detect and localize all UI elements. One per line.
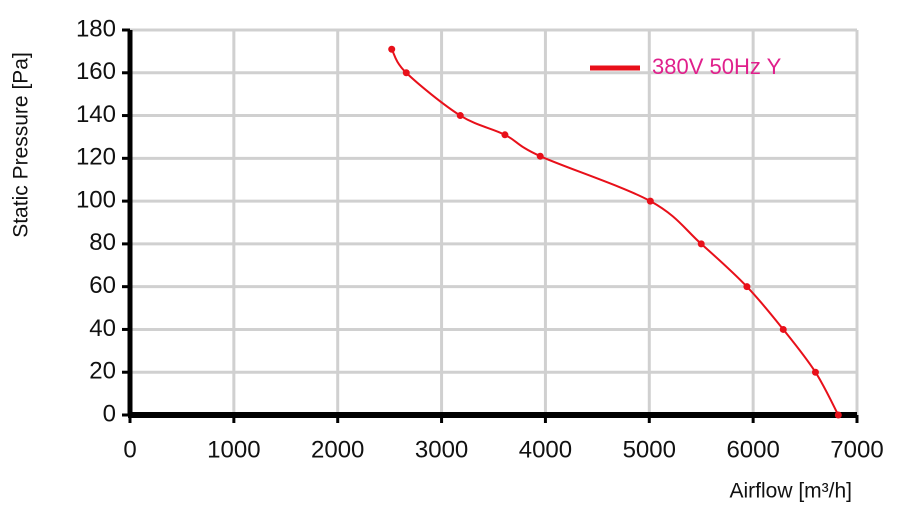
x-tick-label: 2000	[311, 436, 364, 463]
y-tick-label: 40	[89, 315, 116, 342]
y-tick-label: 0	[103, 400, 116, 427]
y-tick-label: 120	[76, 144, 116, 171]
legend-label: 380V 50Hz Y	[652, 54, 782, 79]
series-line	[390, 48, 840, 416]
point	[779, 325, 787, 333]
y-tick-label: 60	[89, 272, 116, 299]
point	[697, 240, 705, 248]
point	[388, 45, 396, 53]
x-tick-label: 0	[123, 436, 136, 463]
y-axis-label: Static Pressure [Pa]	[10, 52, 33, 238]
point	[834, 411, 842, 419]
x-tick-label: 7000	[830, 436, 883, 463]
x-tick-label: 5000	[623, 436, 676, 463]
point	[402, 69, 410, 77]
point	[811, 368, 819, 376]
y-tick-label: 140	[76, 101, 116, 128]
point	[743, 283, 751, 291]
x-tick-label: 4000	[519, 436, 572, 463]
y-tick-label: 80	[89, 229, 116, 256]
x-tick-label: 3000	[415, 436, 468, 463]
point	[536, 152, 544, 160]
point	[646, 197, 654, 205]
x-axis-label: Airflow [m³/h]	[729, 480, 852, 503]
point	[456, 112, 464, 120]
y-tick-label: 100	[76, 186, 116, 213]
y-tick-label: 20	[89, 358, 116, 385]
point	[501, 131, 509, 139]
y-tick-label: 180	[76, 15, 116, 42]
y-tick-label: 160	[76, 58, 116, 85]
x-tick-label: 6000	[726, 436, 779, 463]
x-tick-label: 1000	[207, 436, 260, 463]
